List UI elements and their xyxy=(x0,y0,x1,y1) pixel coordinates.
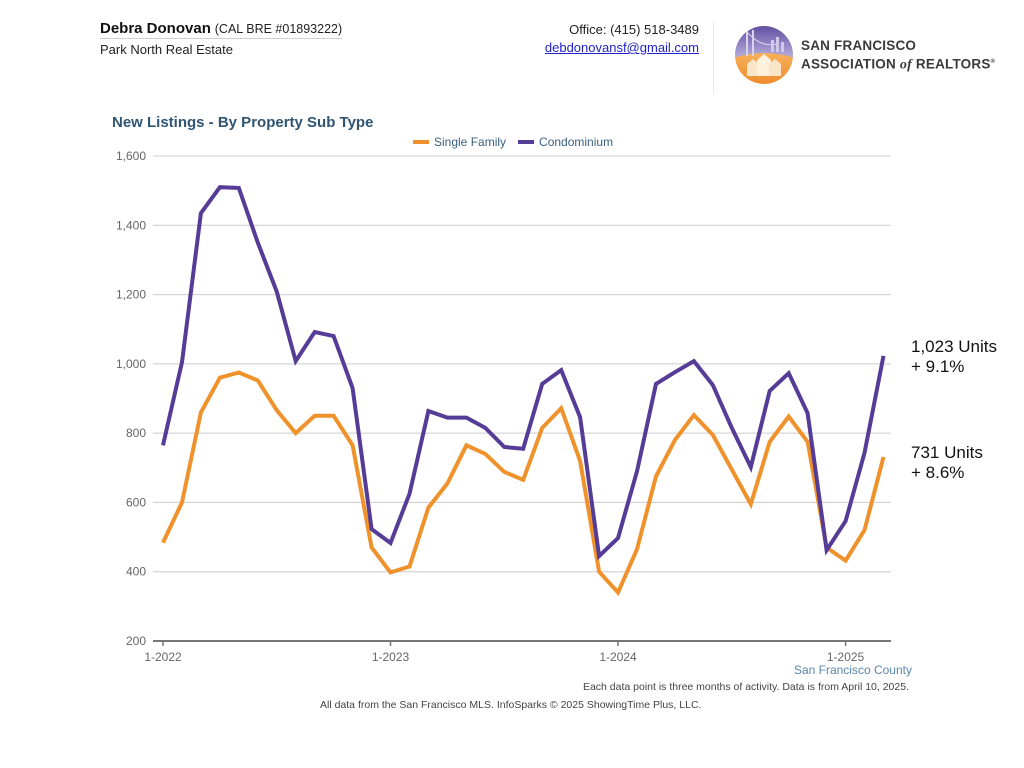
logo-trademark: ® xyxy=(990,58,996,65)
y-tick-label-600: 600 xyxy=(126,495,146,509)
logo-line-2: Association of Realtors® xyxy=(801,54,995,74)
data-source: All data from the San Francisco MLS. Inf… xyxy=(320,699,702,711)
x-tick-label-1-2024: 1-2024 xyxy=(599,650,637,664)
email-link[interactable]: debdonovansf@gmail.com xyxy=(544,40,699,55)
series-line-condominium xyxy=(161,185,886,561)
y-tick-label-1000: 1,000 xyxy=(116,357,146,371)
y-tick-label-400: 400 xyxy=(126,565,146,579)
legend-label-single-family: Single Family xyxy=(434,135,507,149)
chart-legend: Single Family Condominium xyxy=(413,135,613,149)
data-note: Each data point is three months of activ… xyxy=(582,681,909,693)
legend-swatch-single-family xyxy=(413,140,429,144)
legend-label-condominium: Condominium xyxy=(539,135,614,149)
y-tick-label-1400: 1,400 xyxy=(116,218,146,232)
region-label: San Francisco County xyxy=(793,663,912,677)
annotation-single-family-change: + 8.6% xyxy=(911,463,965,482)
annotation-condominium: 1,023 Units + 9.1% xyxy=(911,337,997,377)
sfar-logo: San Francisco Association of Realtors® xyxy=(733,24,995,86)
logo-of: of xyxy=(899,57,912,73)
legend-item-single-family[interactable]: Single Family xyxy=(413,135,506,149)
annotation-condominium-change: + 9.1% xyxy=(911,357,965,376)
golden-gate-bridge-houses-logo-icon xyxy=(735,26,793,84)
agent-name: Debra Donovan xyxy=(100,20,211,37)
legend-item-condominium[interactable]: Condominium xyxy=(518,135,613,149)
agent-company: Park North Real Estate xyxy=(100,42,233,57)
legend-swatch-condominium xyxy=(518,140,535,144)
y-tick-label-800: 800 xyxy=(126,426,146,440)
annotation-single-family-units: 731 Units xyxy=(911,443,983,462)
contact-info: Office: (415) 518-3489 debdonovansf@gmai… xyxy=(545,21,699,57)
office-phone: Office: (415) 518-3489 xyxy=(569,22,699,37)
logo-association: Association xyxy=(801,56,900,72)
y-tick-label-200: 200 xyxy=(126,634,146,648)
y-tick-label-1200: 1,200 xyxy=(116,288,146,302)
header-divider xyxy=(713,22,714,94)
x-tick-label-1-2025: 1-2025 xyxy=(827,650,865,664)
y-axis-tick-labels: 200 400 600 800 1,000 1,200 1,400 1,600 xyxy=(116,149,146,648)
x-tick-label-1-2022: 1-2022 xyxy=(144,650,182,664)
chart-series xyxy=(161,185,886,597)
chart-gridlines xyxy=(153,155,891,573)
logo-line-1: San Francisco xyxy=(801,37,917,53)
series-line-single-family xyxy=(161,370,886,597)
agent-license: (CAL BRE #01893222) xyxy=(214,22,343,36)
x-axis: 1-2022 1-2023 1-2024 1-2025 xyxy=(144,640,891,664)
annotation-condominium-units: 1,023 Units xyxy=(911,337,997,356)
y-tick-label-1600: 1,600 xyxy=(116,149,146,163)
annotation-single-family: 731 Units + 8.6% xyxy=(911,443,983,483)
logo-text: San Francisco Association of Realtors® xyxy=(801,37,995,74)
chart-title: New Listings - By Property Sub Type xyxy=(112,114,374,131)
x-tick-label-1-2023: 1-2023 xyxy=(372,650,410,664)
agent-name-row: Debra Donovan (CAL BRE #01893222) xyxy=(100,20,343,39)
logo-realtors: Realtors xyxy=(911,56,991,72)
agent-info: Debra Donovan (CAL BRE #01893222) Park N… xyxy=(100,20,343,57)
